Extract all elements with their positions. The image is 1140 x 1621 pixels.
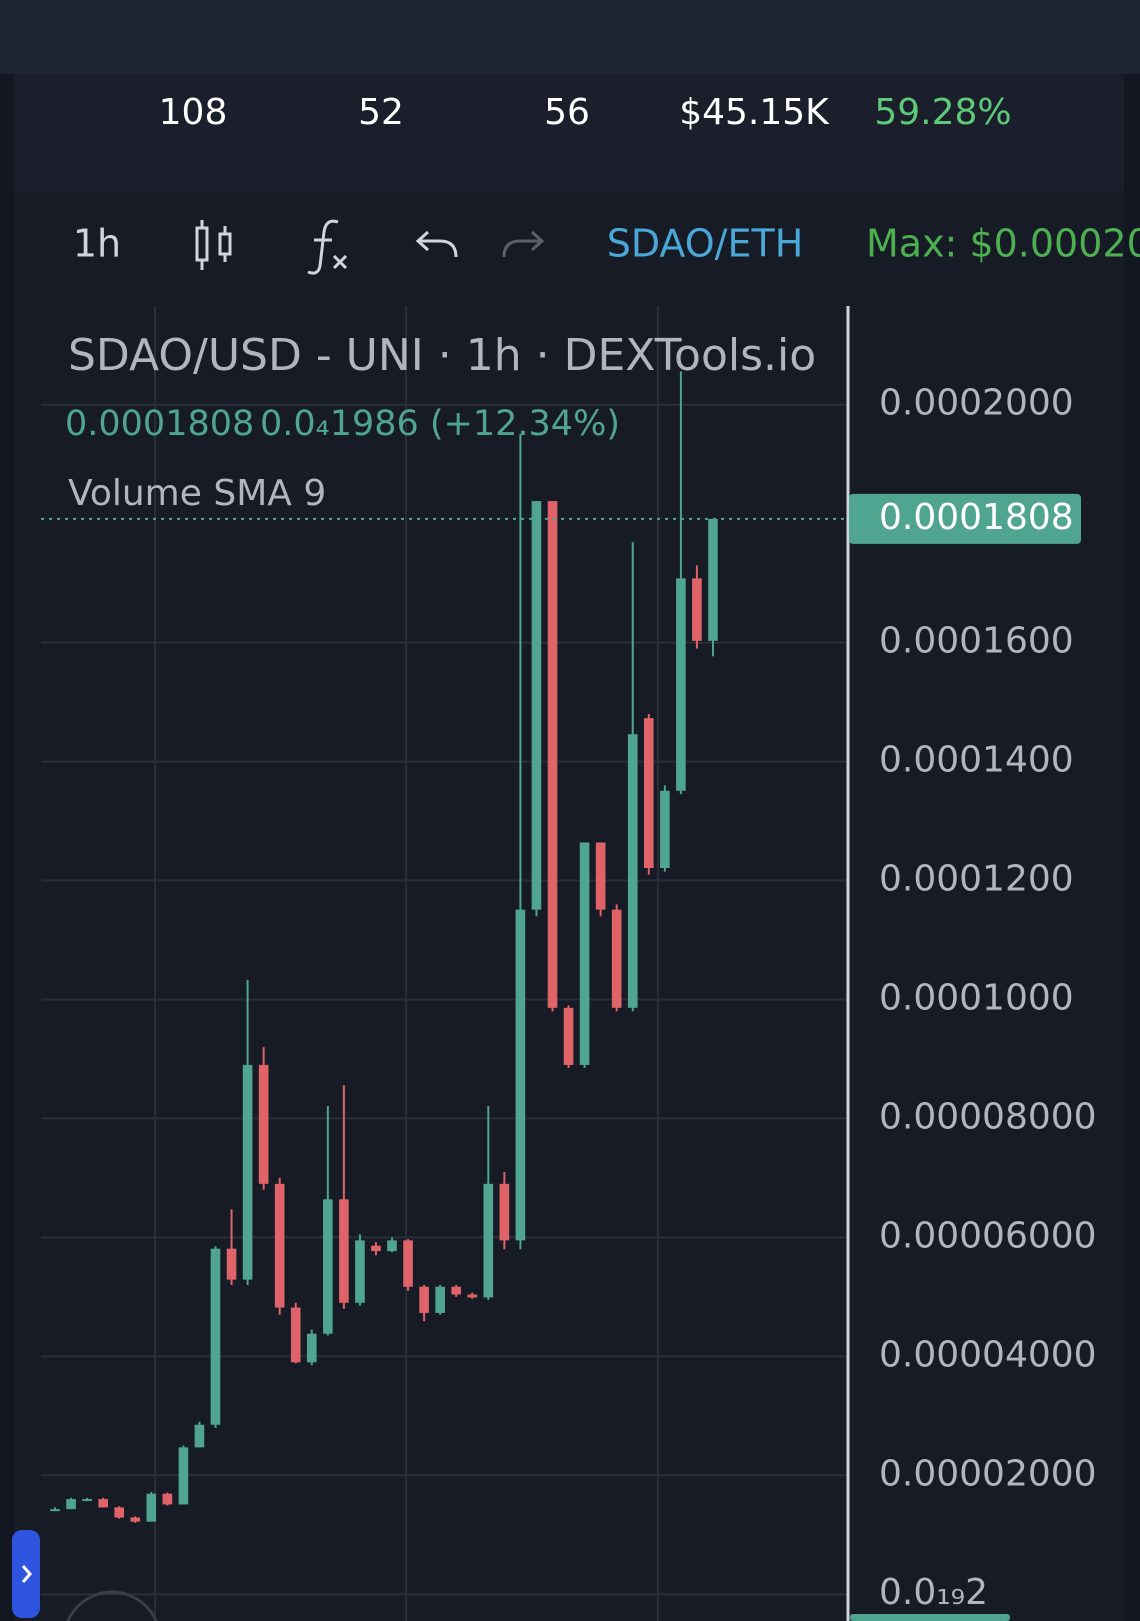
candle-body: [66, 1499, 76, 1510]
y-tick-label: 0.0002000: [879, 383, 1074, 424]
toolbar: 1h SDAO/ETH Max: $0.00020: [73, 219, 1140, 275]
y-tick-label: 0.0001200: [879, 859, 1074, 900]
stat: 59.28%: [874, 92, 1011, 133]
candle-body: [114, 1507, 125, 1518]
candle-body: [547, 501, 558, 1008]
candle-body: [82, 1499, 92, 1502]
y-tick-label: 0.0001000: [879, 977, 1074, 1018]
candle-body: [355, 1240, 365, 1303]
undo-button[interactable]: [415, 230, 458, 258]
last-price: 0.0001808: [65, 404, 254, 444]
bottom-tag: [850, 1614, 1010, 1621]
candle-body: [194, 1424, 205, 1448]
candle-body: [50, 1509, 60, 1512]
candle-body: [435, 1286, 445, 1313]
candle-body: [387, 1240, 397, 1252]
indicators-button[interactable]: [307, 219, 348, 275]
candle-body: [130, 1517, 141, 1522]
candle-body: [306, 1333, 317, 1363]
candle-body: [579, 842, 590, 1065]
y-tick-label: 0.00008000: [879, 1096, 1097, 1137]
candle-body: [499, 1183, 510, 1241]
candle-body: [611, 909, 622, 1008]
y-tick-label: 0.0001400: [879, 740, 1074, 781]
chart-type-button[interactable]: [195, 220, 232, 270]
candle-body: [483, 1183, 494, 1298]
candle-body: [274, 1183, 285, 1308]
candle-body: [98, 1499, 108, 1508]
candle-body: [660, 790, 670, 869]
side-panel-handle[interactable]: [12, 1530, 40, 1618]
price-tag-label: 0.0001808: [879, 497, 1074, 538]
stats-row: 108 52 56 $45.15K 59.28%: [159, 92, 1012, 133]
chart: 0.0002000 0.0001600 0.0001400 0.0001200 0.00…: [41, 306, 1097, 1621]
candle-body: [178, 1447, 189, 1505]
stat: $45.15K: [679, 92, 830, 133]
candle-body: [676, 578, 686, 791]
price-tag: [849, 493, 1081, 544]
candle-body: [627, 734, 638, 1008]
candle-body: [371, 1245, 381, 1252]
candle-body: [451, 1286, 462, 1295]
redo-button[interactable]: [502, 230, 545, 258]
interval-button[interactable]: 1h: [73, 222, 121, 266]
stat: 56: [544, 92, 590, 133]
y-tick-label: 0.00006000: [879, 1215, 1097, 1256]
candle-body: [146, 1493, 157, 1522]
stats-panel: [14, 74, 1124, 191]
candle-body: [531, 501, 542, 910]
candle-body: [323, 1199, 333, 1334]
max-price: Max: $0.00020: [866, 222, 1140, 266]
y-tick-label: 0.0001600: [879, 621, 1074, 662]
floating-button[interactable]: [64, 1590, 160, 1621]
candle-body: [210, 1248, 221, 1425]
candle-body: [258, 1064, 269, 1184]
candle-body: [419, 1286, 429, 1313]
indicator-label: Volume SMA 9: [68, 473, 326, 514]
candle-body: [708, 518, 718, 641]
chart-panel: [14, 191, 1124, 1621]
candle-body: [226, 1248, 237, 1280]
stat: 108: [159, 92, 228, 133]
y-tick-label: 0.00004000: [879, 1334, 1097, 1375]
candle-body: [692, 578, 702, 641]
candle-body: [467, 1294, 478, 1298]
price-change: 0.0₄1986 (+12.34%): [260, 404, 620, 444]
candle-body: [515, 909, 526, 1241]
stat: 52: [358, 92, 404, 133]
y-tick-label: 0.00002000: [879, 1453, 1097, 1494]
candle-body: [595, 842, 606, 910]
y-tick-label: 0.0₁₉2: [879, 1572, 988, 1613]
candle-body: [403, 1240, 413, 1287]
legend: SDAO/USD - UNI · 1h · DEXTools.io 0.0001…: [65, 330, 816, 514]
candle-body: [242, 1064, 253, 1280]
candle-body: [643, 718, 654, 869]
candle-body: [290, 1307, 301, 1363]
candle-body: [339, 1199, 349, 1303]
handle-arrow: [21, 1565, 32, 1583]
top-bar: [0, 0, 1140, 74]
pair-switch[interactable]: SDAO/ETH: [607, 222, 804, 266]
chart-title: SDAO/USD - UNI · 1h · DEXTools.io: [68, 330, 816, 381]
candle-body: [563, 1007, 574, 1065]
candle-body: [162, 1493, 173, 1505]
